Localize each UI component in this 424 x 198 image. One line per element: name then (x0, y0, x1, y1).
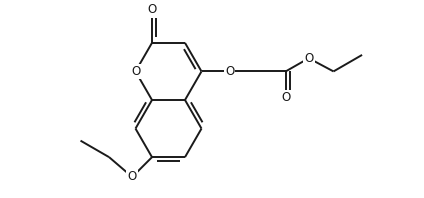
Text: O: O (281, 91, 290, 104)
Text: O: O (225, 65, 234, 78)
Text: O: O (304, 52, 313, 65)
Text: O: O (148, 3, 156, 16)
Text: O: O (131, 65, 140, 78)
Text: O: O (128, 170, 137, 184)
